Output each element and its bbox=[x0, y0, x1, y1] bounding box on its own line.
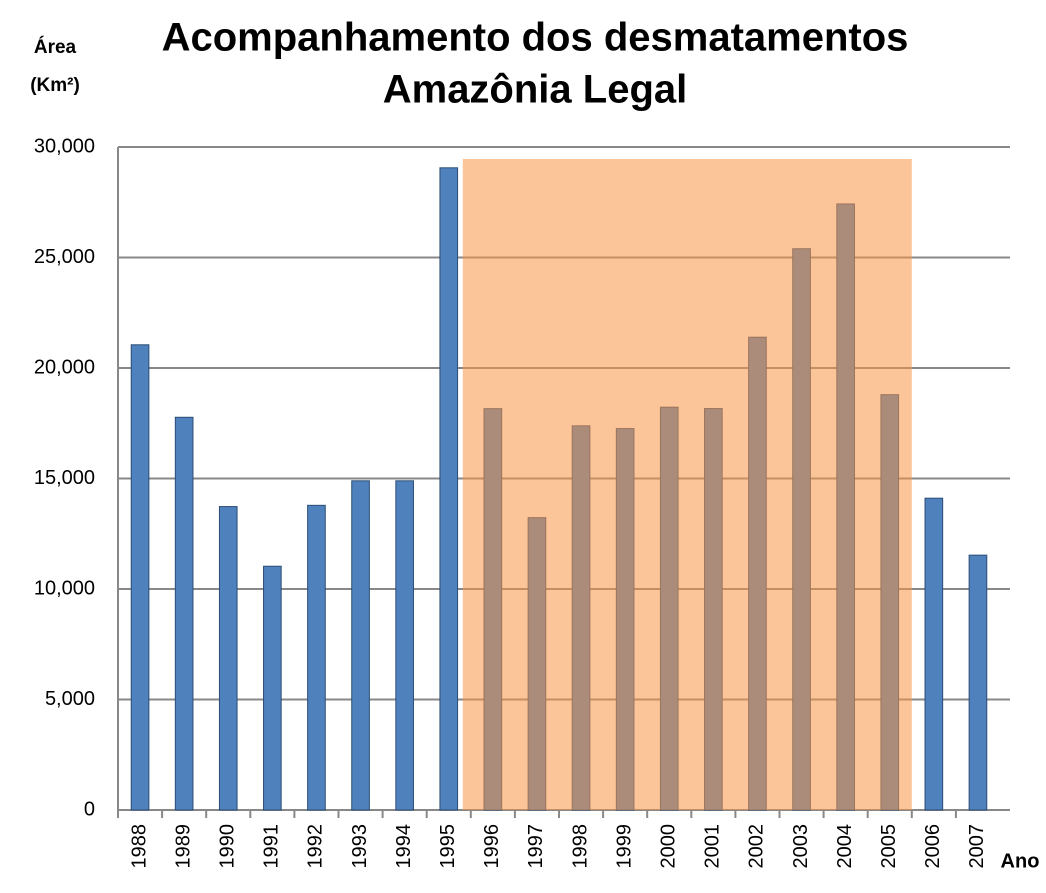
x-tick-label: 1995 bbox=[437, 824, 459, 869]
bar bbox=[130, 344, 150, 811]
y-tick-label: 30,000 bbox=[34, 135, 95, 157]
x-tick-label: 2004 bbox=[834, 824, 856, 869]
chart-title: Acompanhamento dos desmatamentos bbox=[162, 16, 909, 60]
x-tick-label: 1991 bbox=[261, 824, 283, 869]
bar bbox=[395, 480, 414, 811]
x-tick-label: 1999 bbox=[613, 824, 635, 869]
y-tick-label: 10,000 bbox=[34, 577, 95, 599]
bar bbox=[307, 504, 326, 811]
y-axis-label: (Km²) bbox=[30, 75, 80, 96]
x-tick-label: 2007 bbox=[966, 824, 988, 869]
chart-title: Amazônia Legal bbox=[383, 68, 688, 112]
x-tick-label: 1990 bbox=[217, 824, 239, 869]
x-tick-label: 1992 bbox=[305, 824, 327, 869]
x-tick-label: 1997 bbox=[525, 824, 547, 869]
highlight-region bbox=[462, 159, 912, 810]
y-tick-label: 20,000 bbox=[34, 356, 95, 378]
x-tick-label: 1996 bbox=[481, 824, 503, 869]
bar bbox=[968, 554, 988, 811]
bar bbox=[174, 416, 194, 811]
x-tick-label: 2000 bbox=[658, 824, 680, 869]
bar bbox=[351, 480, 370, 811]
x-tick-label: 1994 bbox=[393, 824, 415, 869]
x-tick-label: 2001 bbox=[702, 824, 724, 869]
bar bbox=[439, 167, 459, 811]
y-tick-label: 5,000 bbox=[45, 688, 95, 710]
x-tick-label: 1993 bbox=[349, 824, 371, 869]
x-tick-label: 2005 bbox=[878, 824, 900, 869]
x-axis-label: Ano bbox=[1001, 850, 1040, 872]
x-tick-label: 1989 bbox=[172, 824, 194, 869]
y-axis-label: Área bbox=[34, 36, 77, 58]
y-tick-label: 25,000 bbox=[34, 246, 95, 268]
bar bbox=[218, 506, 238, 811]
x-tick-label: 1988 bbox=[128, 824, 150, 869]
y-tick-label: 15,000 bbox=[34, 467, 95, 489]
x-tick-label: 2003 bbox=[790, 824, 812, 869]
x-tick-label: 1998 bbox=[569, 824, 591, 869]
bar bbox=[263, 565, 282, 811]
y-tick-label: 0 bbox=[84, 798, 95, 820]
bar bbox=[924, 497, 944, 811]
x-tick-label: 2006 bbox=[922, 824, 944, 869]
x-tick-label: 2002 bbox=[746, 824, 768, 869]
